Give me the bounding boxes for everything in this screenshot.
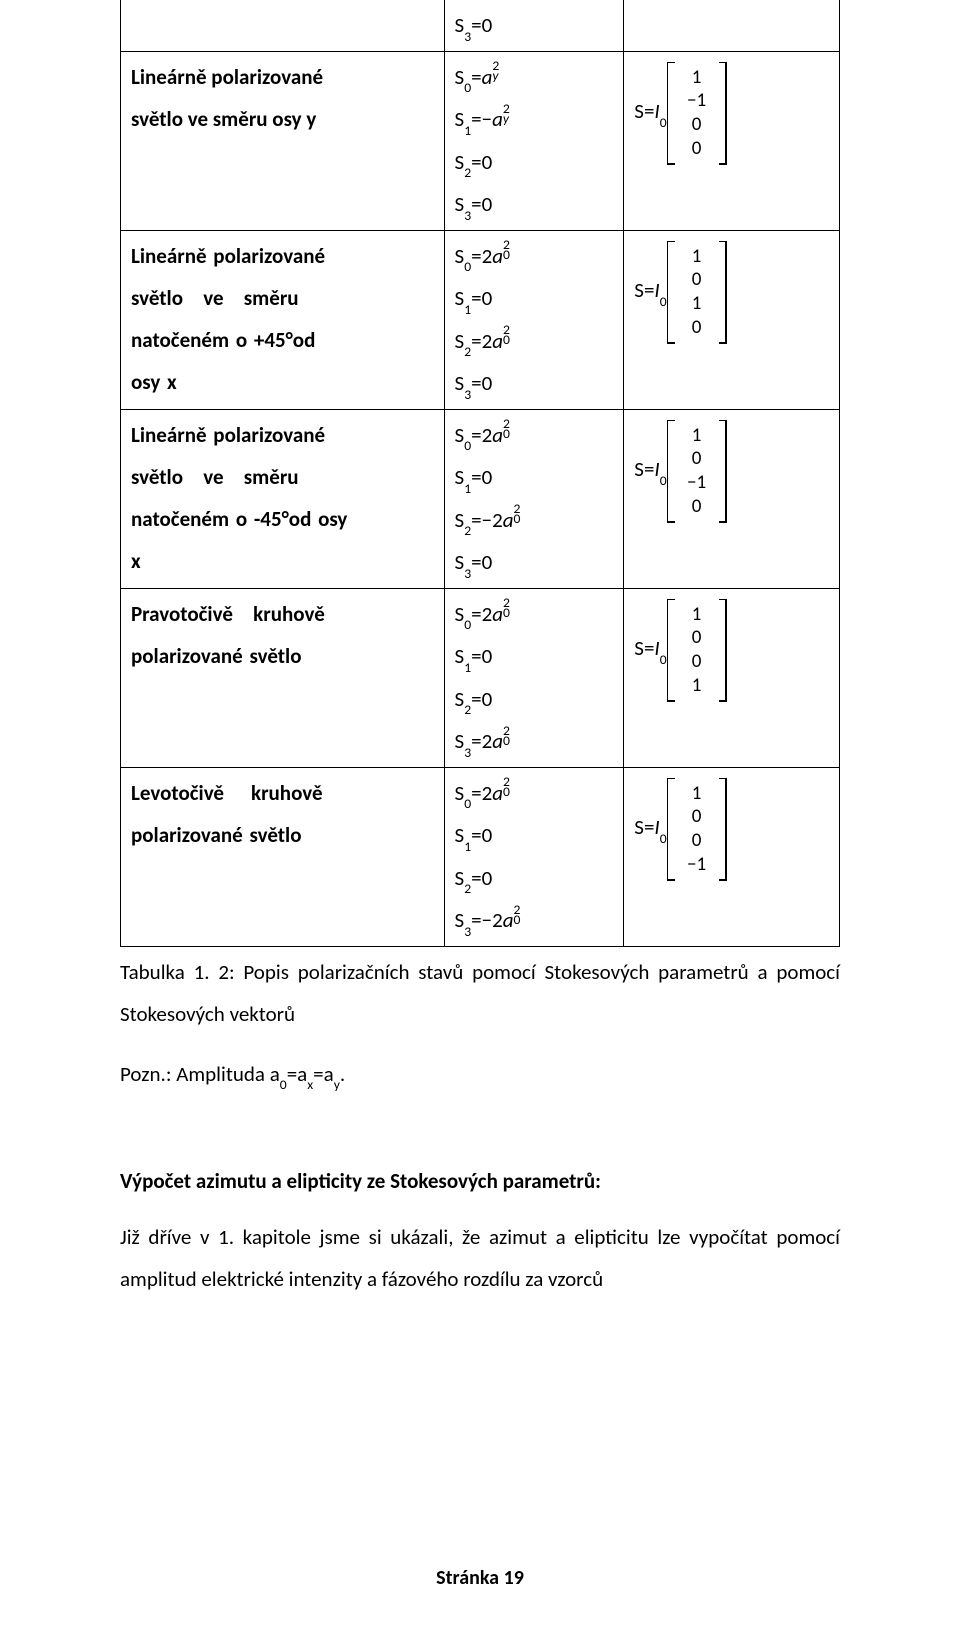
body-paragraph: Již dříve v 1. kapitole jsme si ukázali,… bbox=[120, 1216, 840, 1300]
stokes-table: S3=0Lineárně polarizovanésvětlo ve směru… bbox=[120, 0, 840, 947]
section-heading: Výpočet azimutu a elipticity ze Stokesov… bbox=[120, 1168, 840, 1194]
page-footer: Stránka 19 bbox=[0, 1566, 960, 1590]
table-caption: Tabulka 1. 2: Popis polarizačních stavů … bbox=[120, 951, 840, 1035]
note: Pozn.: Amplituda a0=ax=ay. bbox=[120, 1061, 840, 1090]
